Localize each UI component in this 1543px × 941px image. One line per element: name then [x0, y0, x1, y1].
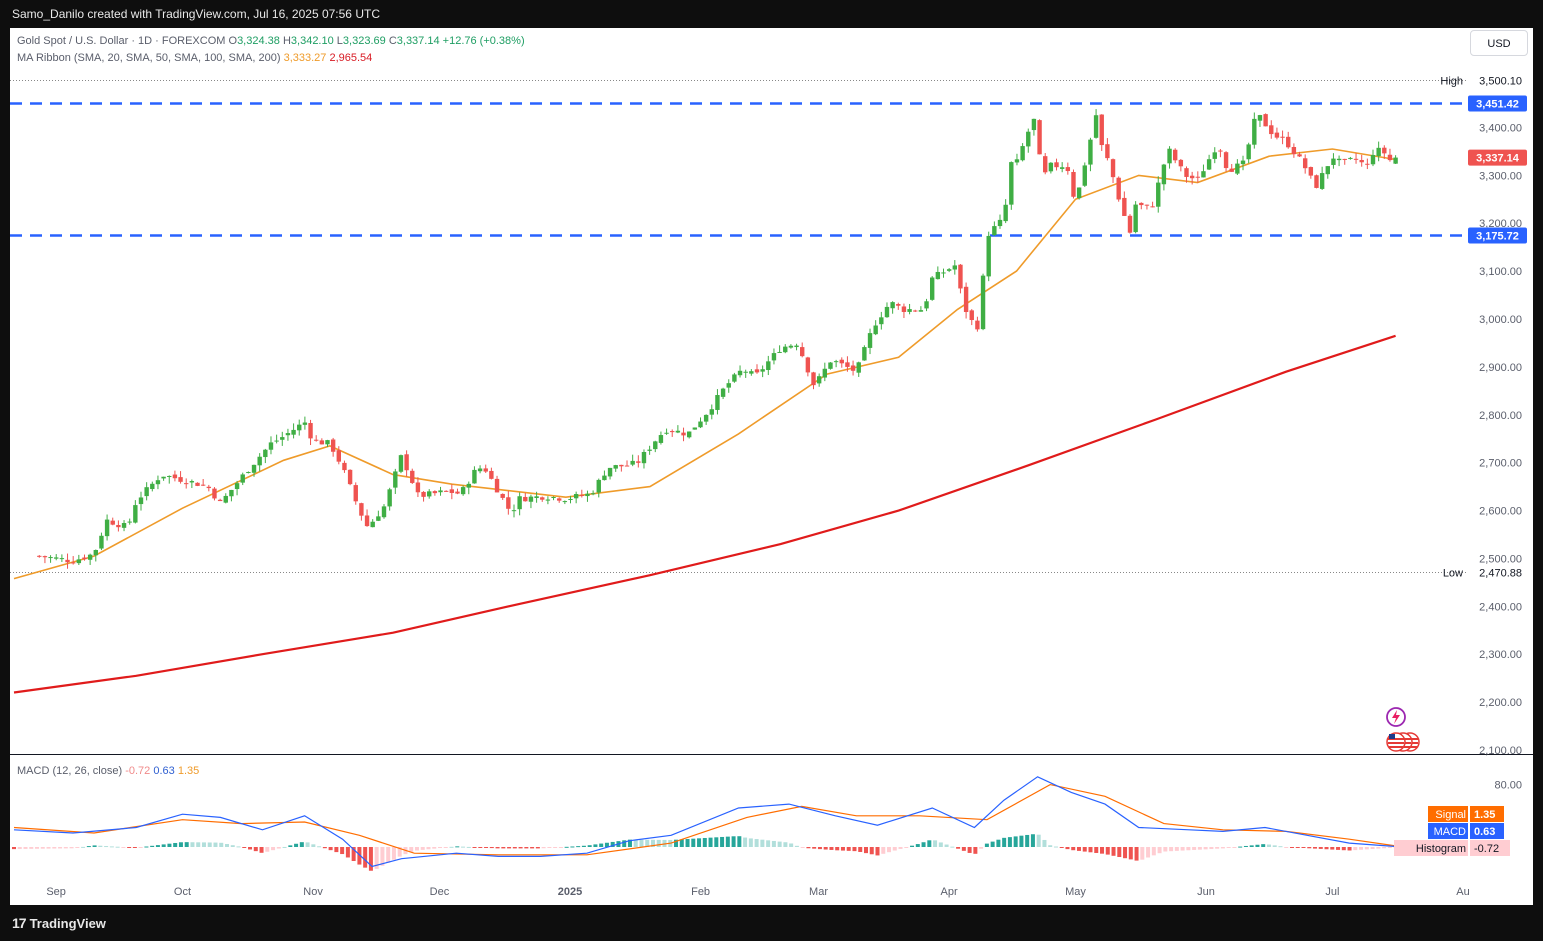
currency-button[interactable]: USD [1470, 30, 1528, 56]
symbol-label: Gold Spot / U.S. Dollar · 1D · FOREXCOM [17, 35, 226, 47]
open-value: 3,324.38 [237, 35, 280, 47]
chart-frame [10, 28, 1533, 905]
macd-value: 0.63 [153, 765, 175, 777]
high-value: 3,342.10 [290, 35, 334, 47]
macd-signal-value: 1.35 [177, 765, 200, 777]
tradingview-logo-icon: 17 [12, 915, 27, 931]
macd-label: MACD (12, 26, close) [17, 765, 123, 777]
brand-name: TradingView [29, 915, 106, 931]
footer-bar: 17 TradingView [0, 905, 1543, 941]
tradingview-brand[interactable]: 17 TradingView [12, 915, 106, 931]
macd-hist-value: -0.72 [125, 765, 151, 777]
header-credit: Samo_Danilo created with TradingView.com… [12, 7, 380, 21]
macd-legend[interactable]: MACD (12, 26, close) -0.72 0.63 1.35 [17, 765, 199, 777]
close-value: 3,337.14 [396, 35, 440, 47]
header-bar: Samo_Danilo created with TradingView.com… [0, 0, 1543, 28]
low-value: 3,323.69 [342, 35, 386, 47]
ma-legend[interactable]: MA Ribbon (SMA, 20, SMA, 50, SMA, 100, S… [17, 52, 372, 64]
price-legend: Gold Spot / U.S. Dollar · 1D · FOREXCOM … [17, 35, 525, 47]
change-value: +12.76 (+0.38%) [442, 35, 525, 47]
ma20-value: 3,333.27 [283, 52, 327, 64]
ma200-value: 2,965.54 [329, 52, 373, 64]
ma-label: MA Ribbon (SMA, 20, SMA, 50, SMA, 100, S… [17, 52, 281, 64]
